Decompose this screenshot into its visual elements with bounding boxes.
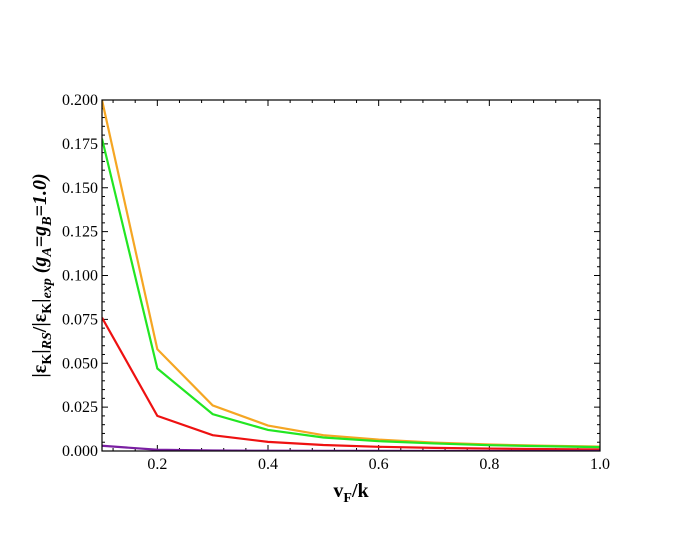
series-line-1 <box>102 100 600 448</box>
y-axis-label: |εK|RS/|εK|exp (gA=gB=1.0) <box>29 173 55 377</box>
y-label-part: B <box>40 216 55 226</box>
y-label-part: RS <box>40 332 55 350</box>
plot-frame <box>101 99 601 452</box>
y-tick-label: 0.050 <box>62 355 98 372</box>
y-label-part: | <box>29 349 51 353</box>
y-label-part: | <box>29 298 51 302</box>
y-label-part: /|ε <box>29 313 51 333</box>
y-tick-label: 0.075 <box>62 311 98 328</box>
x-tick-label: 0.8 <box>479 456 499 473</box>
y-tick-label: 0.200 <box>62 92 98 109</box>
y-label-part: exp <box>40 278 55 298</box>
x-axis-label: vF/k <box>333 480 369 506</box>
y-label-part: K <box>40 303 55 314</box>
x-tick-label: 0.4 <box>258 456 278 473</box>
y-tick-label: 0.175 <box>62 136 98 153</box>
y-label-part: =g <box>29 226 51 247</box>
y-label-part: =1.0) <box>29 173 51 216</box>
y-tick-label: 0.025 <box>62 399 98 416</box>
y-label-part: (g <box>29 257 51 279</box>
y-tick-label: 0.000 <box>62 443 98 460</box>
y-tick-label: 0.100 <box>62 268 98 285</box>
x-tick-label: 0.2 <box>147 456 167 473</box>
y-tick-label: 0.125 <box>62 224 98 241</box>
axis-ticks <box>102 99 601 452</box>
x-tick-label: 1.0 <box>590 456 610 473</box>
x-tick-label: 0.6 <box>369 456 389 473</box>
tick-labels: 0.000 0.025 0.050 0.075 0.100 0.125 0.150 0.175… <box>62 92 610 473</box>
series-lines <box>102 100 600 451</box>
y-tick-label: 0.150 <box>62 180 98 197</box>
y-label-part: |ε <box>29 364 51 377</box>
series-line-2 <box>102 138 600 449</box>
series-line-3 <box>102 317 600 451</box>
y-label-part: K <box>40 354 55 365</box>
y-label-part: A <box>40 247 55 257</box>
